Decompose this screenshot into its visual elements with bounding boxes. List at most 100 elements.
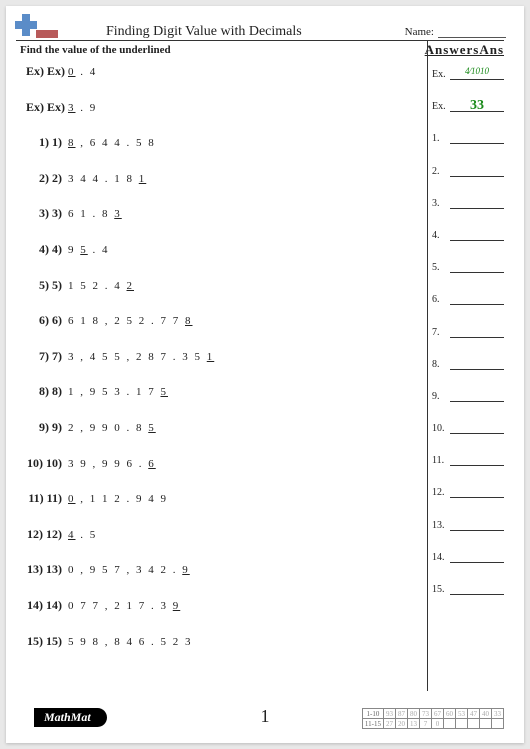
- answer-line[interactable]: [450, 163, 504, 177]
- answer-line[interactable]: [450, 259, 504, 273]
- answers-column: Ex.4⁄1010Ex.331.2.3.4.5.6.7.8.9.10.11.12…: [432, 66, 504, 613]
- answer-label: 8.: [432, 359, 450, 370]
- answer-line[interactable]: [450, 517, 504, 531]
- answer-label: 2.: [432, 166, 450, 177]
- question-label: 6) 6): [26, 313, 62, 328]
- answer-label: 15.: [432, 584, 450, 595]
- question-row: Ex) Ex) 3 . 9: [26, 100, 414, 115]
- question-text: 6 1 8 , 2 5 2 . 7 7 8: [68, 315, 193, 327]
- answer-row: 7.: [432, 324, 504, 338]
- answer-line[interactable]: [450, 324, 504, 338]
- answer-line[interactable]: [450, 130, 504, 144]
- question-row: 12) 12)4 . 5: [26, 527, 414, 542]
- page-number: 1: [261, 706, 270, 727]
- answer-label: Ex.: [432, 69, 450, 80]
- answer-line[interactable]: [450, 484, 504, 498]
- question-text: 0 , 1 1 2 . 9 4 9: [68, 493, 168, 505]
- question-label: 3) 3): [26, 206, 62, 221]
- question-label: 9) 9): [26, 420, 62, 435]
- answer-label: 13.: [432, 520, 450, 531]
- question-label: 7) 7): [26, 349, 62, 364]
- question-label: 5) 5): [26, 278, 62, 293]
- answer-row: 10.: [432, 420, 504, 434]
- answer-line[interactable]: [450, 549, 504, 563]
- question-label: 4) 4): [26, 242, 62, 257]
- answer-row: 1.: [432, 130, 504, 144]
- answer-line[interactable]: 4⁄1010: [450, 66, 504, 80]
- answer-label: 6.: [432, 294, 450, 305]
- answer-row: 13.: [432, 517, 504, 531]
- answer-row: 11.: [432, 452, 504, 466]
- answer-label: Ex.: [432, 101, 450, 112]
- answer-line[interactable]: [450, 452, 504, 466]
- question-row: Ex) Ex)0 . 4: [26, 64, 414, 79]
- answers-header: AnswersAns: [425, 42, 504, 58]
- answer-row: 12.: [432, 484, 504, 498]
- plus-minus-icon: [12, 12, 58, 42]
- worksheet-page: Finding Digit Value with Decimals Name: …: [6, 6, 524, 743]
- question-label: 14) 14): [26, 598, 62, 613]
- answer-label: 1.: [432, 133, 450, 144]
- answer-label: 7.: [432, 327, 450, 338]
- answer-row: 5.: [432, 259, 504, 273]
- question-text: 3 9 , 9 9 6 . 6: [68, 458, 156, 470]
- question-text: 5 9 8 , 8 4 6 . 5 2 3: [68, 636, 193, 648]
- question-text: 2 , 9 9 0 . 8 5: [68, 422, 156, 434]
- question-row: 9) 9) 2 , 9 9 0 . 8 5: [26, 420, 414, 435]
- answer-line[interactable]: [450, 195, 504, 209]
- answer-line[interactable]: [450, 581, 504, 595]
- question-text: 0 , 9 5 7 , 3 4 2 . 9: [68, 564, 190, 576]
- answer-row: 2.: [432, 163, 504, 177]
- answer-line[interactable]: [450, 420, 504, 434]
- question-label: 10) 10): [26, 456, 62, 471]
- question-row: 15) 15)5 9 8 , 8 4 6 . 5 2 3: [26, 634, 414, 649]
- question-row: 11) 11) 0 , 1 1 2 . 9 4 9: [26, 491, 414, 506]
- answer-label: 3.: [432, 198, 450, 209]
- question-row: 1) 1) 8 , 6 4 4 . 5 8: [26, 135, 414, 150]
- answer-label: 12.: [432, 487, 450, 498]
- question-row: 7) 7) 3 , 4 5 5 , 2 8 7 . 3 5 1: [26, 349, 414, 364]
- question-row: 4) 4) 9 5 . 4: [26, 242, 414, 257]
- answer-row: 8.: [432, 356, 504, 370]
- question-row: 5) 5)1 5 2 . 4 2: [26, 278, 414, 293]
- question-label: 12) 12): [26, 527, 62, 542]
- question-text: 0 . 4: [68, 66, 97, 78]
- answer-label: 11.: [432, 455, 450, 466]
- answer-line[interactable]: [450, 388, 504, 402]
- answer-label: 4.: [432, 230, 450, 241]
- worksheet-title: Finding Digit Value with Decimals: [106, 24, 302, 40]
- question-text: 3 , 4 5 5 , 2 8 7 . 3 5 1: [68, 351, 214, 363]
- answer-line[interactable]: 33: [450, 98, 504, 112]
- question-label: 11) 11): [26, 491, 62, 506]
- question-text: 8 , 6 4 4 . 5 8: [68, 137, 156, 149]
- answer-label: 14.: [432, 552, 450, 563]
- answer-row: 14.: [432, 549, 504, 563]
- answer-line[interactable]: [450, 227, 504, 241]
- question-label: 13) 13): [26, 562, 62, 577]
- name-label: Name:: [405, 26, 434, 38]
- instruction-text: Find the value of the underlined: [20, 44, 171, 56]
- question-row: 3) 3)6 1 . 8 3: [26, 206, 414, 221]
- answer-row: 4.: [432, 227, 504, 241]
- score-table: 1-109387807367605347403311-1527201370: [362, 708, 504, 729]
- question-row: 2) 2)3 4 4 . 1 8 1: [26, 171, 414, 186]
- answer-line[interactable]: [450, 291, 504, 305]
- question-label: Ex) Ex): [26, 100, 62, 115]
- answer-row: 15.: [432, 581, 504, 595]
- question-text: 1 , 9 5 3 . 1 7 5: [68, 386, 168, 398]
- answer-label: 9.: [432, 391, 450, 402]
- question-row: 6) 6) 6 1 8 , 2 5 2 . 7 7 8: [26, 313, 414, 328]
- answer-line[interactable]: [450, 356, 504, 370]
- answer-label: 10.: [432, 423, 450, 434]
- answer-row: Ex.4⁄1010: [432, 66, 504, 80]
- question-label: 1) 1): [26, 135, 62, 150]
- questions-list: Ex) Ex)0 . 4 Ex) Ex) 3 . 9 1) 1) 8 , 6 4 4 .…: [26, 64, 414, 669]
- name-line[interactable]: [438, 37, 506, 38]
- question-text: 9 5 . 4: [68, 244, 110, 256]
- question-text: 3 4 4 . 1 8 1: [68, 173, 146, 185]
- answer-row: 6.: [432, 291, 504, 305]
- answer-row: Ex.33: [432, 98, 504, 112]
- question-text: 3 . 9: [68, 102, 97, 114]
- header-rule: [16, 40, 504, 41]
- question-row: 10) 10) 3 9 , 9 9 6 . 6: [26, 456, 414, 471]
